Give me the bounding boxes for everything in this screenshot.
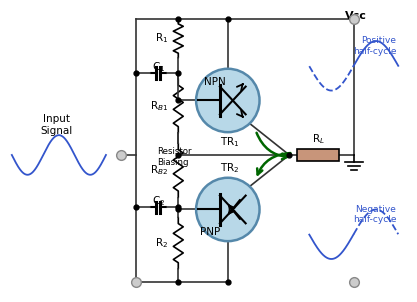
- Text: R$_{B2}$: R$_{B2}$: [150, 163, 168, 177]
- Text: PNP: PNP: [200, 227, 220, 237]
- Text: Resistor
Biasing: Resistor Biasing: [158, 147, 192, 167]
- Text: TR$_1$: TR$_1$: [220, 135, 240, 149]
- Text: R$_L$: R$_L$: [311, 132, 324, 146]
- Text: R$_2$: R$_2$: [155, 236, 168, 250]
- Circle shape: [196, 69, 259, 132]
- Text: C$_2$: C$_2$: [152, 194, 165, 208]
- Text: Negative
half-cycle: Negative half-cycle: [353, 205, 396, 224]
- Text: Positive
half-cycle: Positive half-cycle: [353, 36, 396, 56]
- Text: R$_{B1}$: R$_{B1}$: [150, 99, 168, 113]
- Text: TR$_2$: TR$_2$: [220, 161, 240, 175]
- Text: Vcc: Vcc: [345, 11, 367, 21]
- Text: R$_1$: R$_1$: [155, 32, 168, 45]
- Circle shape: [196, 178, 259, 241]
- Text: Input
Signal: Input Signal: [40, 114, 73, 136]
- Bar: [297, 149, 339, 161]
- Text: NPN: NPN: [204, 77, 226, 87]
- Text: C$_1$: C$_1$: [152, 60, 165, 74]
